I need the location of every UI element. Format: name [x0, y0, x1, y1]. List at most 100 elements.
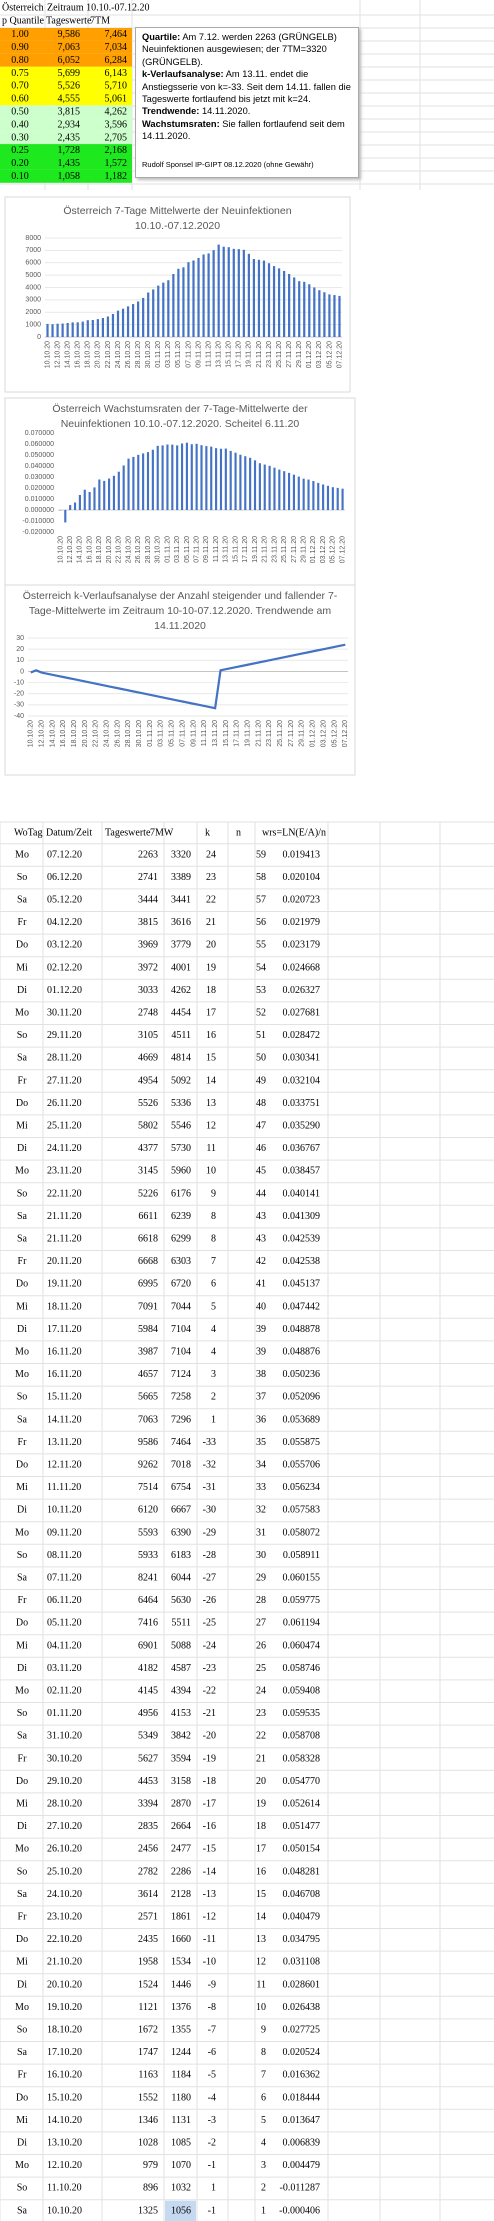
quantile-cell: 3,596 [105, 119, 128, 130]
table-cell: 2263 [138, 849, 158, 860]
table-cell: 29.11.20 [47, 1030, 82, 1041]
table-cell: Do [16, 1279, 28, 1290]
bar [200, 445, 203, 510]
bar [171, 444, 174, 510]
table-cell: 10.10.20 [47, 2205, 82, 2216]
column-header: n [236, 827, 241, 838]
bar [71, 322, 74, 337]
table-cell: 1524 [138, 1979, 158, 1990]
table-cell: Fr [18, 1256, 28, 1267]
table-cell: 7124 [171, 1369, 191, 1380]
bar [308, 284, 311, 337]
table-cell: 21.10.20 [47, 1957, 82, 1968]
table-cell: 26.11.20 [47, 1098, 82, 1109]
table-cell: 24.10.20 [47, 1889, 82, 1900]
table-cell: 0.058911 [283, 1550, 320, 1561]
quantile-cell-bg [0, 66, 132, 80]
chart-title: Österreich Wachstumsraten der 7-Tage-Mit… [52, 403, 308, 430]
table-cell: 3616 [171, 917, 191, 928]
table-cell: 2870 [171, 1798, 191, 1809]
x-tick-label: 14.10.20 [64, 341, 71, 368]
table-cell: 0.052096 [283, 1392, 321, 1403]
table-cell: 25.10.20 [47, 1866, 82, 1877]
table-cell: 5960 [171, 1166, 191, 1177]
table-cell: 5088 [171, 1640, 191, 1651]
table-cell: So [17, 1708, 28, 1719]
column-header: Tageswerte [105, 827, 151, 838]
x-tick-label: 11.11.20 [205, 341, 212, 367]
quantile-cell-bg [0, 79, 132, 93]
quantile-cell-bg [0, 40, 132, 54]
note-label: Wachstumsraten: [142, 118, 220, 129]
table-cell: 0.060474 [283, 1640, 321, 1651]
x-tick-label: 30.10.20 [145, 341, 152, 368]
table-cell: 0.026327 [283, 985, 321, 996]
table-cell: 2664 [171, 1821, 191, 1832]
bar [272, 266, 276, 337]
period: Zeitraum 10.10.-07.12.20 [47, 2, 149, 13]
bar [244, 456, 247, 510]
table-cell: 0.048876 [283, 1346, 321, 1357]
table-cell: 18 [256, 1821, 266, 1832]
table-cell: 2782 [138, 1866, 158, 1877]
table-cell: Fr [18, 1911, 28, 1922]
table-cell: 8 [261, 2047, 266, 2058]
x-tick-label: 13.11.20 [223, 536, 230, 563]
x-tick-label: 01.11.20 [164, 536, 171, 563]
x-tick-label: 18.10.20 [96, 536, 103, 563]
table-cell: 17.10.20 [47, 2047, 82, 2058]
quantile-cell: 0.90 [11, 42, 29, 53]
table-cell: 7063 [138, 1414, 158, 1425]
table-cell: -27 [203, 1572, 216, 1583]
x-tick-label: 07.11.20 [193, 536, 200, 563]
table-cell: 3394 [138, 1798, 158, 1809]
x-tick-label: 05.11.20 [175, 341, 182, 368]
bar [207, 253, 210, 337]
table-cell: Di [17, 1821, 27, 1832]
table-cell: 34 [256, 1459, 266, 1470]
bar [46, 323, 49, 337]
quantile-cell-bg [0, 118, 132, 132]
table-cell: 7104 [171, 1324, 191, 1335]
x-tick-label: 27.11.20 [286, 341, 293, 368]
x-tick-label: 05.12.20 [330, 536, 337, 563]
bar [205, 446, 208, 510]
table-cell: Mi [16, 1957, 28, 1968]
table-cell: 1660 [171, 1934, 191, 1945]
table-cell: 979 [143, 2160, 158, 2171]
bar [192, 260, 195, 337]
quantile-cell-bg [0, 144, 132, 157]
x-tick-label: 30.10.20 [136, 720, 143, 747]
table-cell: Do [16, 2092, 28, 2103]
table-cell: 6299 [171, 1233, 191, 1244]
y-tick-label: -0.020000 [22, 529, 54, 536]
table-cell: Do [16, 1934, 28, 1945]
table-cell: 0.040479 [283, 1911, 321, 1922]
bar [88, 492, 91, 510]
table-cell: Mi [16, 1120, 28, 1131]
y-tick-label: 6000 [25, 260, 41, 267]
table-cell: 32 [256, 1505, 266, 1516]
column-header: wrs=LN(E/A)/n [262, 827, 326, 838]
y-tick-label: 3000 [25, 297, 41, 304]
bar [131, 304, 135, 337]
x-tick-label: 05.12.20 [326, 341, 333, 368]
table-cell: 4669 [138, 1053, 158, 1064]
table-cell: 9 [211, 1188, 216, 1199]
x-tick-label: 15.11.20 [223, 720, 230, 747]
bar [234, 452, 237, 510]
table-cell: So [17, 1866, 28, 1877]
table-cell: Di [17, 1143, 27, 1154]
bar [185, 442, 188, 510]
table-cell: -33 [203, 1437, 216, 1448]
bar [212, 250, 215, 337]
table-cell: 7044 [171, 1301, 191, 1312]
table-cell: -23 [203, 1663, 216, 1674]
table-cell: -0.011287 [280, 2183, 320, 2194]
table-cell: 31.10.20 [47, 1731, 82, 1742]
table-cell: 14.11.20 [47, 1414, 82, 1425]
table-cell: Di [17, 985, 27, 996]
bar [217, 244, 220, 337]
x-tick-label: 22.10.20 [105, 341, 112, 368]
table-cell: 0.027725 [283, 2024, 321, 2035]
